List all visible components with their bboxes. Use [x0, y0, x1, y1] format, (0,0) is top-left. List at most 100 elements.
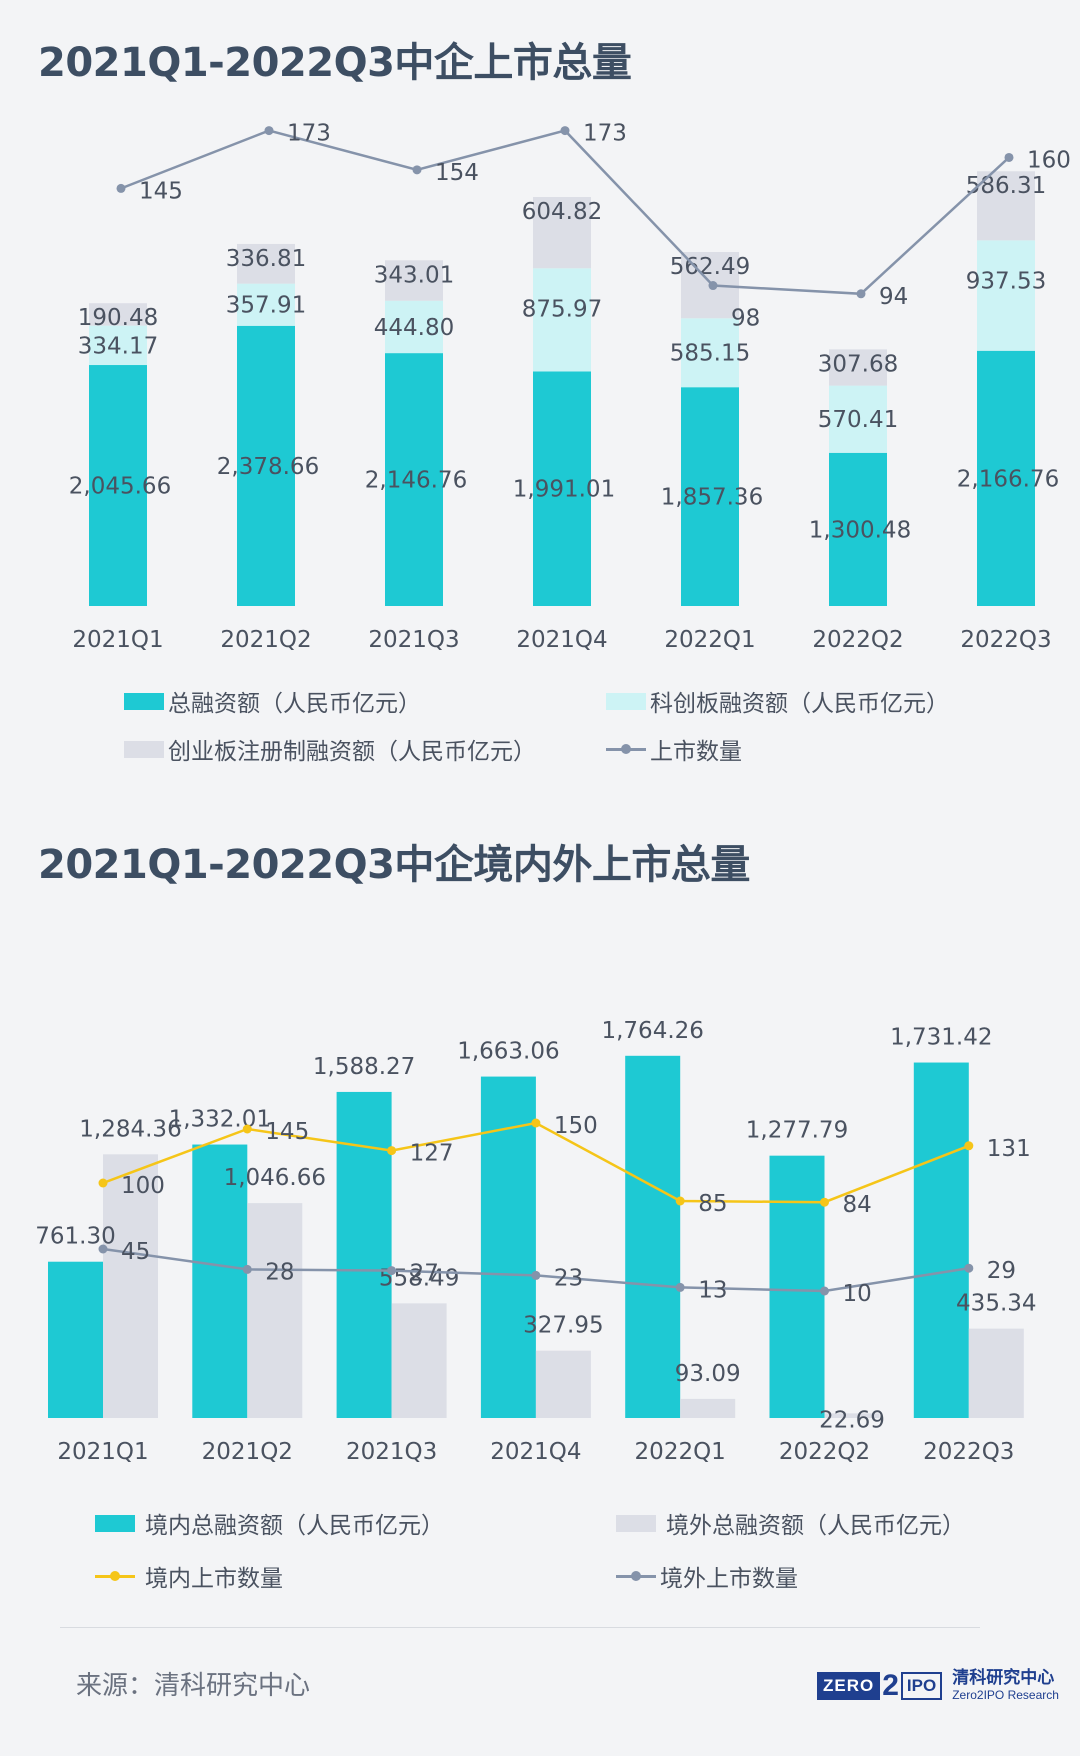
- bar-total-amount: [237, 325, 295, 606]
- label-star-market-amount: 444.80: [374, 315, 454, 341]
- source-note: 来源：清科研究中心: [76, 1671, 311, 1701]
- bar-chinext-amount: [829, 349, 887, 386]
- label-star-market-amount: 875.97: [522, 296, 602, 322]
- label-star-market-amount: 334.17: [78, 333, 158, 359]
- bar-domestic-amount: [769, 1155, 825, 1418]
- label-total-amount: 2,045.66: [69, 474, 171, 500]
- legend2-overseas-amount-label: 境外总融资额（人民币亿元）: [666, 1513, 965, 1539]
- point-listing-count: [560, 126, 570, 136]
- bar-star-market-amount: [533, 268, 591, 372]
- label-domestic-amount: 1,731.42: [890, 1025, 992, 1051]
- bar-star-market-amount: [829, 385, 887, 453]
- bar-overseas-amount: [103, 1154, 158, 1418]
- x-tick-label: 2021Q1: [57, 1439, 148, 1465]
- label-domestic-listing-count: 150: [554, 1113, 598, 1139]
- label-overseas-amount: 1,284.36: [79, 1116, 181, 1142]
- label-overseas-amount: 93.09: [675, 1361, 741, 1387]
- label-overseas-amount: 22.69: [819, 1407, 885, 1433]
- bar-overseas-amount: [680, 1398, 736, 1418]
- bar-overseas-amount: [824, 1413, 880, 1418]
- label-domestic-listing-count: 127: [410, 1141, 454, 1167]
- point-overseas-listing-count: [675, 1282, 685, 1292]
- label-overseas-listing-count: 45: [121, 1239, 150, 1265]
- label-total-amount: 1,300.48: [809, 517, 911, 543]
- bar-domestic-amount: [480, 1076, 536, 1418]
- label-total-amount: 2,378.66: [217, 454, 319, 480]
- legend1-star-swatch: [606, 692, 646, 710]
- label-domestic-amount: 1,663.06: [457, 1039, 559, 1065]
- bar-star-market-amount: [385, 300, 443, 354]
- point-domestic-listing-count: [675, 1196, 685, 1206]
- x-tick-label: 2021Q4: [516, 627, 607, 653]
- label-chinext-amount: 307.68: [818, 351, 898, 377]
- legend2-domestic-amount: 境内总融资额（人民币亿元）: [95, 1505, 444, 1541]
- chart1-title: 2021Q1-2022Q3中企上市总量: [38, 40, 632, 86]
- x-tick-label: 2022Q2: [779, 1439, 870, 1465]
- chart2-svg: 761.301,284.362021Q11,332.011,046.662021…: [35, 1018, 1036, 1465]
- point-overseas-listing-count: [820, 1286, 829, 1296]
- legend1-count: 上市数量: [606, 731, 742, 767]
- legend2-overseas-count-marker: [616, 1568, 656, 1585]
- bar-total-amount: [533, 371, 591, 606]
- label-overseas-amount: 435.34: [956, 1291, 1036, 1317]
- legend2-domestic-amount-swatch: [95, 1514, 135, 1532]
- x-tick-label: 2022Q2: [812, 627, 903, 653]
- bar-chinext-amount: [237, 243, 295, 284]
- label-listing-count: 173: [287, 121, 331, 147]
- bar-domestic-amount: [625, 1055, 681, 1418]
- bar-total-amount: [385, 353, 443, 606]
- bar-star-market-amount: [89, 325, 147, 366]
- point-domestic-listing-count: [820, 1197, 829, 1207]
- label-listing-count: 94: [879, 284, 908, 310]
- bar-chinext-amount: [89, 303, 147, 326]
- label-star-market-amount: 937.53: [966, 268, 1046, 294]
- logo-two: 2: [882, 1669, 899, 1702]
- label-listing-count: 160: [1027, 147, 1071, 173]
- legend1-total: 总融资额（人民币亿元）: [124, 683, 421, 719]
- legend2-overseas-amount-swatch: [616, 1514, 656, 1532]
- bar-star-market-amount: [237, 283, 295, 326]
- legend1-star-label: 科创板融资额（人民币亿元）: [650, 691, 949, 717]
- label-domestic-amount: 1,588.27: [313, 1054, 415, 1080]
- point-domestic-listing-count: [242, 1124, 252, 1134]
- label-domestic-amount: 1,764.26: [601, 1018, 703, 1044]
- label-total-amount: 2,166.76: [957, 466, 1059, 492]
- point-overseas-listing-count: [387, 1266, 397, 1276]
- label-listing-count: 173: [583, 121, 627, 147]
- label-overseas-listing-count: 29: [987, 1258, 1016, 1284]
- x-tick-label: 2022Q3: [960, 627, 1051, 653]
- label-listing-count: 98: [731, 306, 760, 332]
- bar-star-market-amount: [977, 240, 1035, 351]
- label-domestic-listing-count: 131: [987, 1136, 1031, 1162]
- point-listing-count: [1004, 152, 1014, 162]
- label-total-amount: 1,857.36: [661, 485, 763, 511]
- x-tick-label: 2021Q4: [490, 1439, 581, 1465]
- label-star-market-amount: 570.41: [818, 407, 898, 433]
- label-chinext-amount: 562.49: [670, 254, 750, 280]
- label-total-amount: 1,991.01: [513, 477, 615, 503]
- legend1-chinext: 创业板注册制融资额（人民币亿元）: [124, 731, 536, 767]
- point-listing-count: [412, 165, 422, 175]
- label-domestic-listing-count: 84: [843, 1192, 872, 1218]
- x-tick-label: 2021Q1: [72, 627, 163, 653]
- point-overseas-listing-count: [964, 1263, 974, 1273]
- bar-star-market-amount: [681, 318, 739, 388]
- bar-overseas-amount: [968, 1328, 1024, 1418]
- legend2-overseas-count: 境外上市数量: [616, 1558, 798, 1594]
- point-domestic-listing-count: [98, 1178, 108, 1188]
- legend2-overseas-amount: 境外总融资额（人民币亿元）: [616, 1505, 965, 1541]
- label-overseas-listing-count: 13: [698, 1277, 727, 1303]
- label-listing-count: 145: [139, 178, 183, 204]
- x-tick-label: 2021Q2: [220, 627, 311, 653]
- logo-ipo: IPO: [900, 1672, 943, 1700]
- legend1-star: 科创板融资额（人民币亿元）: [606, 683, 949, 719]
- logo-zero: ZERO: [817, 1672, 881, 1700]
- point-overseas-listing-count: [242, 1264, 252, 1274]
- label-star-market-amount: 585.15: [670, 341, 750, 367]
- x-tick-label: 2022Q1: [664, 627, 755, 653]
- x-tick-label: 2021Q3: [368, 627, 459, 653]
- logo-cn: 清科研究中心: [952, 1668, 1055, 1689]
- label-domestic-listing-count: 85: [698, 1191, 727, 1217]
- point-overseas-listing-count: [531, 1270, 541, 1280]
